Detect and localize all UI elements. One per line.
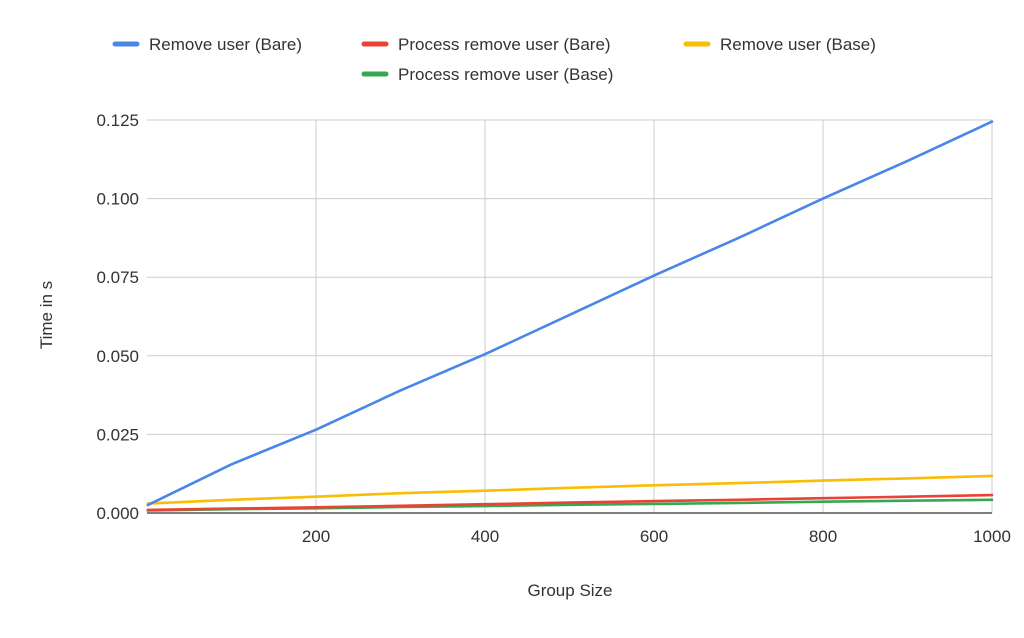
x-tick-label: 200 bbox=[302, 527, 330, 546]
series-line bbox=[146, 120, 994, 507]
legend-label: Remove user (Bare) bbox=[149, 35, 302, 54]
legend-label: Process remove user (Bare) bbox=[398, 35, 611, 54]
x-tick-label: 400 bbox=[471, 527, 499, 546]
y-tick-label: 0.050 bbox=[96, 347, 139, 366]
series-line bbox=[146, 474, 994, 505]
y-tick-label: 0.075 bbox=[96, 268, 139, 287]
legend: Remove user (Bare) Process remove user (B… bbox=[112, 35, 876, 84]
y-tick-label: 0.100 bbox=[96, 190, 139, 209]
x-tick-label: 1000 bbox=[973, 527, 1011, 546]
y-axis-title: Time in s bbox=[37, 281, 56, 349]
axes: 0.000 0.025 0.050 0.075 0.100 0.125 200 400 600 8… bbox=[96, 111, 1010, 546]
legend-label: Process remove user (Base) bbox=[398, 65, 613, 84]
grid bbox=[147, 119, 993, 513]
legend-label: Remove user (Base) bbox=[720, 35, 876, 54]
series-line bbox=[146, 493, 994, 512]
y-tick-label: 0.125 bbox=[96, 111, 139, 130]
x-axis-title: Group Size bbox=[527, 581, 612, 600]
y-tick-label: 0.000 bbox=[96, 504, 139, 523]
y-tick-label: 0.025 bbox=[96, 425, 139, 444]
x-tick-label: 600 bbox=[640, 527, 668, 546]
x-tick-label: 800 bbox=[809, 527, 837, 546]
series-lines bbox=[146, 120, 994, 512]
